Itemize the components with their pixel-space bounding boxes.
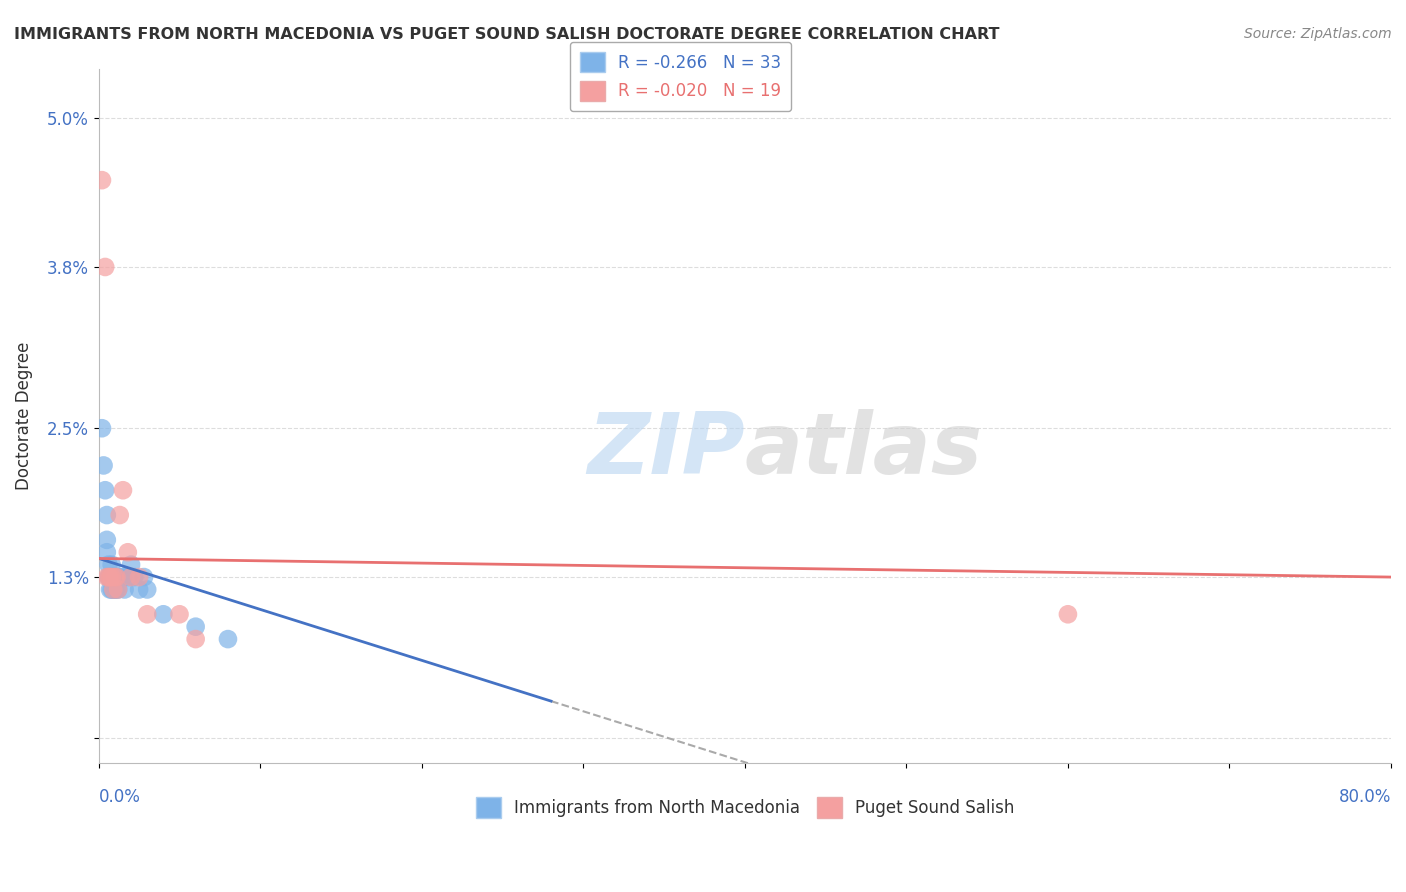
Text: Source: ZipAtlas.com: Source: ZipAtlas.com	[1244, 27, 1392, 41]
Point	[91, 421, 114, 435]
Y-axis label: Doctorate Degree: Doctorate Degree	[15, 342, 32, 490]
Point	[107, 582, 129, 597]
Point	[100, 558, 122, 572]
Text: 0.0%: 0.0%	[98, 789, 141, 806]
Point	[103, 582, 125, 597]
Point	[98, 570, 121, 584]
Text: ZIP: ZIP	[588, 409, 745, 492]
Point	[97, 570, 120, 584]
Point	[108, 570, 131, 584]
Text: IMMIGRANTS FROM NORTH MACEDONIA VS PUGET SOUND SALISH DOCTORATE DEGREE CORRELATI: IMMIGRANTS FROM NORTH MACEDONIA VS PUGET…	[14, 27, 1000, 42]
Point	[94, 260, 117, 274]
Point	[217, 632, 239, 646]
Point	[107, 570, 129, 584]
Point	[103, 582, 125, 597]
Point	[96, 533, 118, 547]
Text: 80.0%: 80.0%	[1339, 789, 1391, 806]
Point	[98, 582, 121, 597]
Point	[120, 570, 142, 584]
Point	[105, 582, 128, 597]
Point	[184, 620, 207, 634]
Point	[91, 173, 114, 187]
Point	[105, 570, 128, 584]
Point	[108, 508, 131, 522]
Point	[107, 582, 129, 597]
Point	[96, 570, 118, 584]
Point	[136, 607, 159, 622]
Point	[100, 570, 122, 584]
Point	[103, 570, 125, 584]
Point	[114, 582, 136, 597]
Point	[98, 570, 121, 584]
Point	[93, 458, 115, 473]
Point	[117, 570, 139, 584]
Point	[152, 607, 174, 622]
Point	[111, 570, 134, 584]
Point	[96, 545, 118, 559]
Legend: Immigrants from North Macedonia, Puget Sound Salish: Immigrants from North Macedonia, Puget S…	[468, 790, 1021, 824]
Point	[94, 483, 117, 498]
Point	[184, 632, 207, 646]
Point	[1057, 607, 1080, 622]
Point	[104, 570, 127, 584]
Point	[136, 582, 159, 597]
Point	[97, 558, 120, 572]
Point	[111, 483, 134, 498]
Point	[97, 570, 120, 584]
Point	[120, 558, 142, 572]
Point	[104, 582, 127, 597]
Point	[100, 570, 122, 584]
Point	[124, 570, 146, 584]
Point	[100, 582, 122, 597]
Text: atlas: atlas	[745, 409, 983, 492]
Point	[104, 570, 127, 584]
Point	[128, 570, 150, 584]
Point	[117, 545, 139, 559]
Point	[128, 582, 150, 597]
Point	[132, 570, 155, 584]
Point	[169, 607, 191, 622]
Point	[105, 570, 128, 584]
Point	[96, 508, 118, 522]
